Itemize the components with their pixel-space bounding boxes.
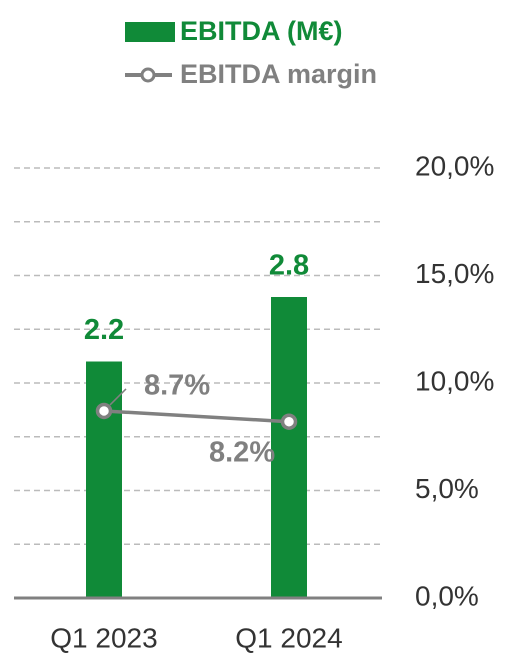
margin-line [103,409,290,424]
bar [271,297,307,598]
x-tick-label: Q1 2024 [235,622,342,653]
y2-tick-label: 5,0% [415,473,479,504]
bar-value-label: 2.8 [269,250,309,282]
y2-tick-label: 15,0% [415,258,494,289]
margin-marker [95,402,113,420]
x-tick-label: Q1 2023 [50,622,157,653]
margin-marker [280,413,298,430]
legend-swatch [125,22,175,42]
label-leader [109,388,127,406]
bar-value-label: 2.2 [84,314,124,346]
legend-label: EBITDA margin [180,59,377,89]
y2-tick-label: 20,0% [415,150,494,181]
margin-value-label: 8.2% [209,436,275,468]
y2-tick-label: 10,0% [415,365,494,396]
bar [86,361,122,598]
legend-label: EBITDA (M€) [180,16,343,46]
margin-value-label: 8.7% [144,370,210,402]
y2-tick-label: 0,0% [415,580,479,611]
legend-marker [140,67,156,83]
